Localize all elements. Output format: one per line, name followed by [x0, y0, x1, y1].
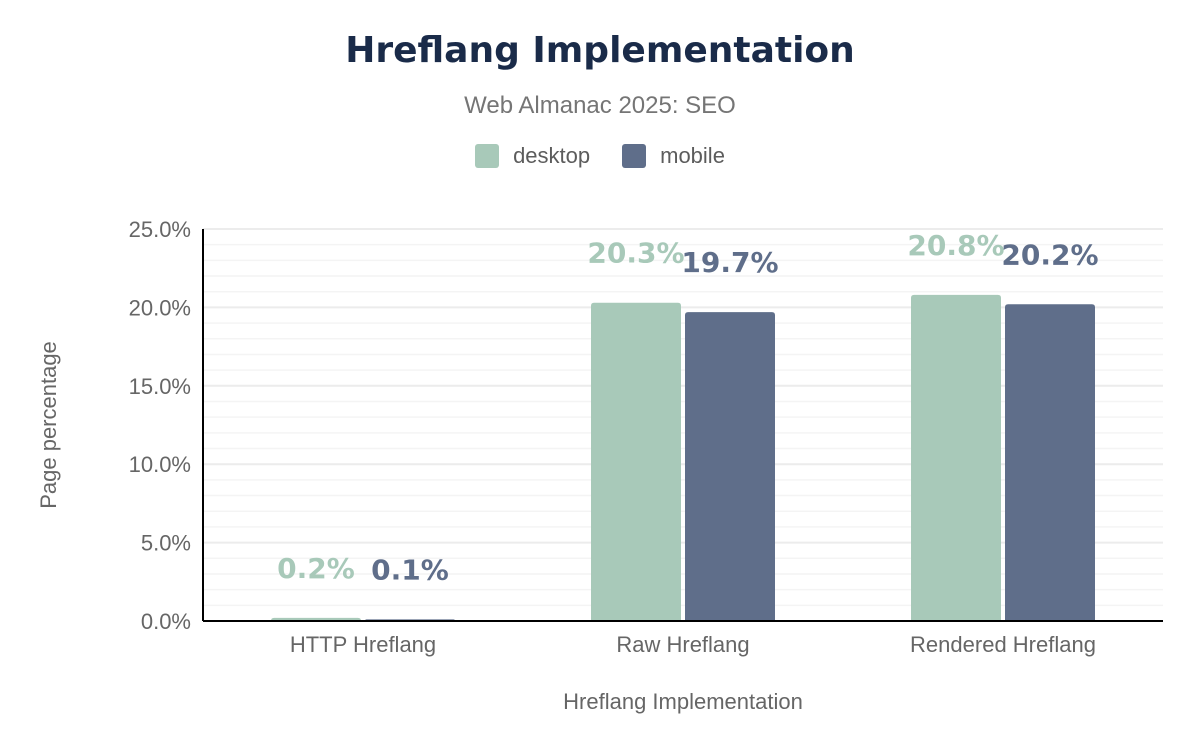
legend-item-mobile[interactable]: mobile	[622, 143, 725, 169]
y-axis-title: Page percentage	[36, 341, 61, 509]
legend-swatch-mobile	[622, 144, 647, 168]
y-tick-label: 25.0%	[129, 217, 191, 242]
legend-label: desktop	[513, 143, 591, 168]
y-tick-label: 5.0%	[141, 531, 191, 556]
y-tick-label: 10.0%	[129, 452, 191, 477]
chart-subtitle: Web Almanac 2025: SEO	[464, 92, 736, 119]
x-tick-label: HTTP Hreflang	[290, 632, 436, 657]
data-label: 0.1%	[371, 553, 449, 586]
y-tick-label: 0.0%	[141, 609, 191, 634]
legend: desktop mobile	[0, 143, 1200, 169]
x-tick-label: Rendered Hreflang	[910, 632, 1096, 657]
legend-item-desktop[interactable]: desktop	[475, 143, 590, 169]
y-tick-label: 20.0%	[129, 295, 191, 320]
legend-label: mobile	[660, 143, 725, 168]
data-label: 19.7%	[681, 246, 778, 279]
x-tick-label: Raw Hreflang	[616, 632, 749, 657]
bar-desktop	[911, 294, 1001, 621]
data-label: 20.2%	[1001, 238, 1098, 271]
y-tick-label: 15.0%	[129, 374, 191, 399]
data-label: 0.2%	[277, 552, 355, 585]
bar-mobile	[1005, 304, 1095, 621]
bar-desktop	[591, 302, 681, 621]
bar-mobile	[685, 312, 775, 621]
data-label: 20.3%	[587, 237, 684, 270]
chart-title: Hreflang Implementation	[345, 30, 855, 71]
legend-swatch-desktop	[475, 144, 500, 168]
x-axis-title: Hreflang Implementation	[563, 689, 803, 714]
data-label: 20.8%	[907, 229, 1004, 262]
